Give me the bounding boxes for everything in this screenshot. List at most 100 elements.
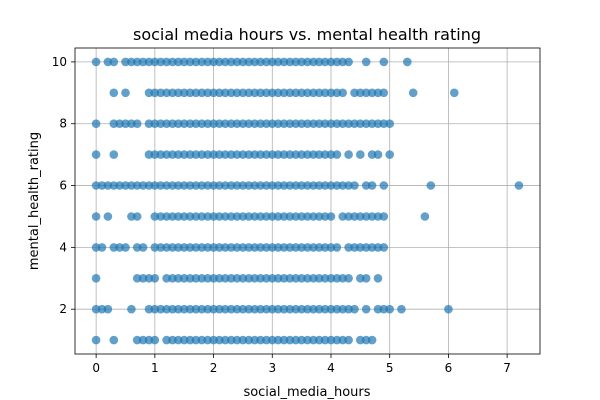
data-point bbox=[221, 57, 230, 67]
data-point bbox=[156, 119, 165, 128]
data-point bbox=[150, 181, 160, 190]
data-point bbox=[197, 57, 207, 67]
data-point bbox=[320, 57, 330, 67]
data-point bbox=[273, 335, 283, 345]
data-point bbox=[344, 119, 353, 128]
data-point bbox=[379, 181, 389, 190]
data-point bbox=[285, 150, 295, 159]
data-point bbox=[273, 88, 283, 98]
data-point bbox=[203, 119, 212, 128]
data-point bbox=[332, 150, 342, 159]
data-point bbox=[232, 304, 242, 314]
data-point bbox=[138, 181, 148, 190]
data-point bbox=[361, 304, 371, 314]
y-axis-label: mental_health_rating bbox=[27, 132, 42, 270]
data-point bbox=[279, 119, 289, 128]
data-point bbox=[91, 119, 101, 128]
data-point bbox=[221, 304, 230, 314]
data-point bbox=[379, 212, 389, 221]
data-point bbox=[367, 181, 377, 190]
data-point bbox=[91, 304, 101, 314]
data-point bbox=[367, 150, 377, 159]
data-point bbox=[273, 274, 283, 283]
data-point bbox=[256, 243, 265, 252]
data-point bbox=[285, 304, 295, 314]
data-point bbox=[285, 335, 295, 345]
data-point bbox=[262, 212, 271, 221]
data-point bbox=[203, 243, 212, 252]
data-point bbox=[303, 274, 312, 283]
data-point bbox=[238, 150, 248, 159]
data-point bbox=[314, 304, 324, 314]
data-point bbox=[179, 304, 189, 314]
data-point bbox=[420, 212, 430, 221]
data-point bbox=[121, 88, 130, 98]
data-point bbox=[109, 57, 119, 67]
data-point bbox=[156, 150, 165, 159]
data-point bbox=[356, 88, 365, 98]
data-point bbox=[320, 243, 330, 252]
data-point bbox=[273, 181, 283, 190]
data-point bbox=[285, 119, 295, 128]
data-point bbox=[174, 243, 183, 252]
data-point bbox=[232, 335, 242, 345]
data-point bbox=[150, 150, 160, 159]
data-point bbox=[215, 88, 224, 98]
data-point bbox=[232, 274, 242, 283]
data-point bbox=[132, 119, 142, 128]
data-point bbox=[344, 57, 353, 67]
data-point bbox=[379, 304, 389, 314]
data-point bbox=[379, 119, 389, 128]
data-point bbox=[314, 57, 324, 67]
data-point bbox=[174, 150, 183, 159]
data-point bbox=[244, 181, 254, 190]
data-point bbox=[162, 304, 171, 314]
data-point bbox=[356, 274, 365, 283]
data-point bbox=[297, 243, 306, 252]
data-point bbox=[162, 150, 171, 159]
data-point bbox=[356, 212, 365, 221]
data-point bbox=[326, 243, 336, 252]
data-point bbox=[215, 304, 224, 314]
data-point bbox=[356, 119, 365, 128]
data-point bbox=[156, 304, 165, 314]
data-point bbox=[262, 274, 271, 283]
data-point bbox=[244, 304, 254, 314]
data-point bbox=[121, 181, 130, 190]
data-point bbox=[121, 119, 130, 128]
data-point bbox=[162, 274, 171, 283]
data-point bbox=[314, 181, 324, 190]
data-point bbox=[279, 243, 289, 252]
data-point bbox=[444, 304, 453, 314]
data-point bbox=[338, 181, 348, 190]
x-tick-label: 5 bbox=[386, 361, 394, 375]
data-point bbox=[238, 212, 248, 221]
data-point bbox=[279, 212, 289, 221]
data-point bbox=[379, 57, 389, 67]
data-point bbox=[232, 243, 242, 252]
data-point bbox=[303, 57, 312, 67]
data-point bbox=[197, 304, 207, 314]
y-tick-label: 2 bbox=[59, 302, 67, 316]
data-point bbox=[314, 119, 324, 128]
data-point bbox=[338, 335, 348, 345]
data-point bbox=[426, 181, 436, 190]
data-point bbox=[162, 119, 171, 128]
data-point bbox=[215, 243, 224, 252]
data-point bbox=[197, 274, 207, 283]
data-point bbox=[338, 304, 348, 314]
data-point bbox=[97, 181, 107, 190]
data-point bbox=[197, 150, 207, 159]
data-point bbox=[297, 304, 306, 314]
data-point bbox=[326, 150, 336, 159]
data-point bbox=[150, 57, 160, 67]
data-point bbox=[338, 274, 348, 283]
data-point bbox=[203, 57, 212, 67]
data-point bbox=[232, 119, 242, 128]
data-point bbox=[285, 274, 295, 283]
data-point bbox=[179, 57, 189, 67]
data-point bbox=[262, 119, 271, 128]
data-point bbox=[197, 212, 207, 221]
x-tick-label: 3 bbox=[268, 361, 276, 375]
